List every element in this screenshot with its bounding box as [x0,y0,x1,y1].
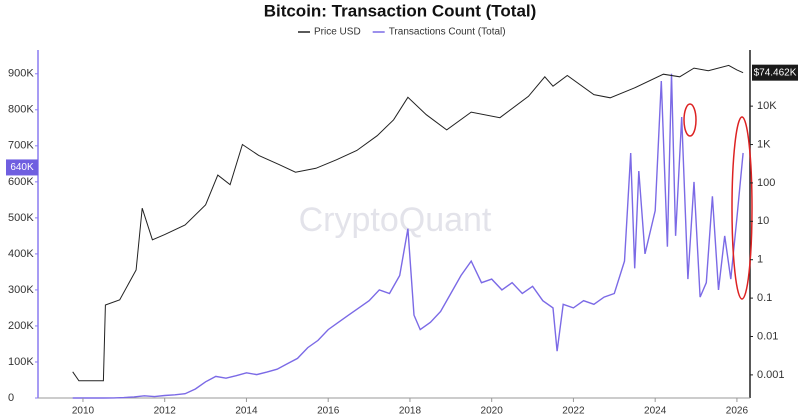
y2-tick-label: 10K [757,100,777,112]
x-tick-label: 2018 [399,406,422,417]
x-tick-label: 2012 [154,406,177,417]
y2-tick-label: 1K [757,138,771,150]
y-tick-label: 500K [8,212,34,224]
y-tick-label: 800K [8,104,34,116]
y2-tick-label: 10 [757,215,769,227]
series-line [72,73,744,399]
last-price-label: $74.462K [754,67,797,78]
y2-tick-label: 100 [757,177,775,189]
chart-title: Bitcoin: Transaction Count (Total) [264,1,537,20]
y-tick-label: 900K [8,68,34,80]
legend-label: Transactions Count (Total) [389,27,506,38]
x-tick-label: 2010 [72,406,95,417]
highlight-ellipse [683,103,697,137]
x-tick-label: 2024 [644,406,667,417]
y-tick-label: 700K [8,140,34,152]
y-tick-label: 200K [8,320,34,332]
crosshair-box [6,159,38,176]
legend: Price USD Transactions Count (Total) [298,27,506,38]
highlight-ellipse [731,116,753,300]
crosshair-label: 640K [10,162,34,173]
x-tick-label: 2016 [317,406,340,417]
x-tick-label: 2014 [235,406,258,417]
watermark: CryptoQuant [299,201,492,239]
x-tick-label: 2020 [481,406,504,417]
last-price-box [752,64,798,81]
y-tick-label: 400K [8,248,34,260]
legend-label: Price USD [314,27,361,38]
y2-tick-label: 0.001 [757,369,785,381]
y-tick-label: 300K [8,284,34,296]
plot-area [72,64,744,399]
y-tick-label: 100K [8,356,34,368]
x-tick-label: 2022 [562,406,585,417]
x-tick-label: 2026 [726,406,749,417]
y2-tick-label: 0.1 [757,292,772,304]
series-line [72,64,744,382]
y-tick-label: 0 [8,392,14,404]
y2-tick-label: 0.01 [757,330,778,342]
y-tick-label: 600K [8,176,34,188]
y2-tick-label: 1 [757,254,763,266]
